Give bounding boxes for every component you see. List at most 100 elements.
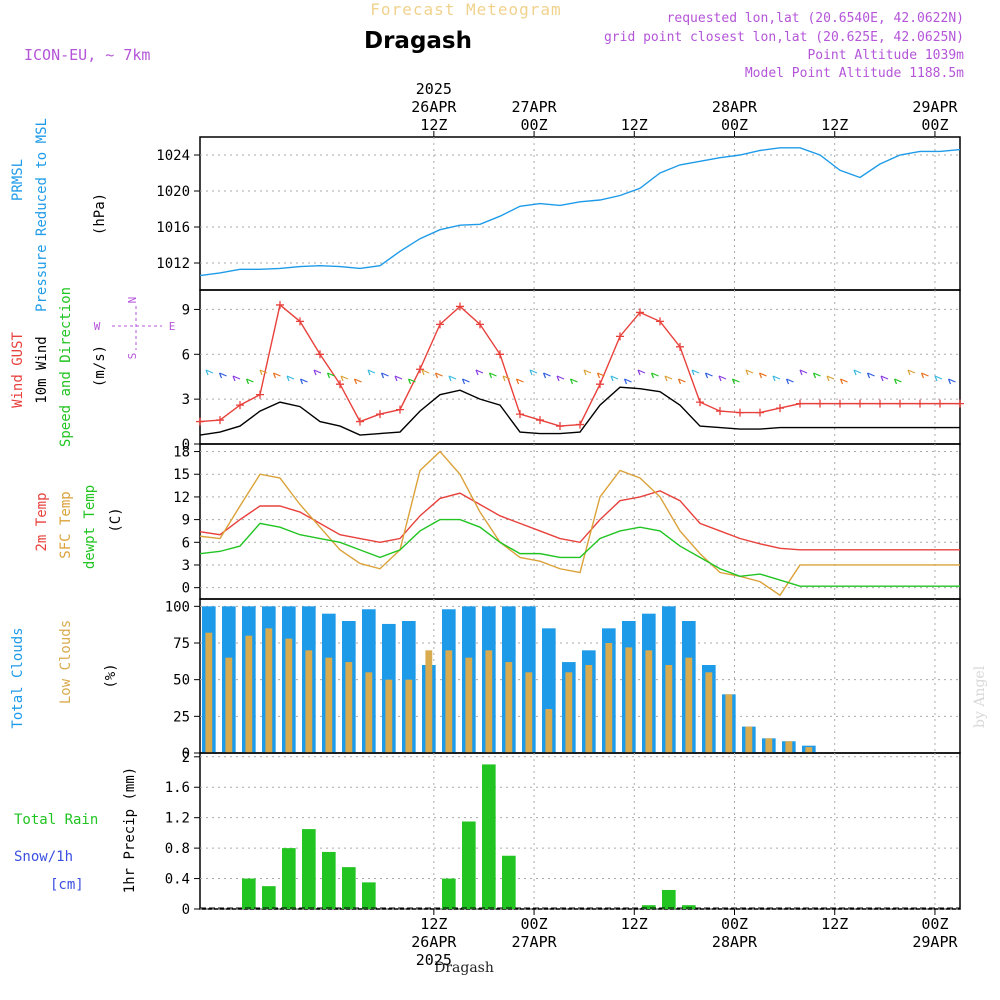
series-line-temperature-1 bbox=[199, 450, 960, 597]
ytick-label-pressure-3: 1024 bbox=[156, 148, 190, 164]
gust-point-22 bbox=[636, 308, 644, 317]
ytick-label-precip-3: 1.2 bbox=[165, 811, 190, 827]
wind-arrow-3 bbox=[245, 378, 254, 385]
credit-watermark: by Angel bbox=[972, 665, 988, 728]
ytick-label-pressure-0: 1012 bbox=[156, 256, 190, 272]
ytick-label-clouds-4: 100 bbox=[165, 599, 190, 615]
low-cloud-bar-1 bbox=[225, 657, 233, 753]
gust-point-10 bbox=[396, 405, 404, 414]
panel-frame-temperature bbox=[199, 443, 961, 600]
wind-arrow-36 bbox=[691, 369, 700, 376]
rain-bar-2 bbox=[242, 878, 256, 909]
gust-point-16 bbox=[516, 410, 524, 419]
low-cloud-bar-21 bbox=[625, 647, 633, 753]
bottom-time-label-5-1: 29APR bbox=[912, 933, 958, 951]
low-cloud-bar-11 bbox=[425, 650, 433, 753]
gust-point-27 bbox=[736, 408, 744, 417]
gust-point-3 bbox=[256, 390, 264, 399]
low-cloud-bar-27 bbox=[745, 726, 753, 753]
low-cloud-bar-3 bbox=[265, 628, 273, 753]
wind-arrow-17 bbox=[434, 372, 443, 379]
top-time-label-2-2: 12Z bbox=[621, 116, 648, 134]
wind-arrow-12 bbox=[367, 369, 376, 376]
gust-point-20 bbox=[596, 380, 604, 389]
low-cloud-bar-15 bbox=[505, 662, 513, 753]
top-time-label-3-1: 28APR bbox=[712, 98, 758, 116]
gust-point-1 bbox=[216, 416, 224, 425]
rain-bar-4 bbox=[282, 848, 296, 909]
low-cloud-bar-6 bbox=[325, 657, 333, 753]
ytick-label-pressure-1: 1016 bbox=[156, 220, 190, 236]
gust-point-28 bbox=[756, 408, 764, 417]
wind-arrow-25 bbox=[542, 372, 551, 379]
bottom-time-label-2-0: 12Z bbox=[621, 915, 648, 933]
wind-arrow-49 bbox=[866, 372, 875, 379]
wind-arrow-47 bbox=[839, 378, 848, 385]
wind-arrow-16 bbox=[421, 369, 430, 376]
ytick-label-wind-0: 0 bbox=[182, 437, 190, 453]
temp-label-unit: (C) bbox=[108, 507, 124, 532]
low-cloud-bar-17 bbox=[545, 709, 553, 753]
series-line-temperature-2 bbox=[199, 518, 960, 587]
gust-point-0 bbox=[196, 417, 204, 426]
top-time-label-5-1: 29APR bbox=[912, 98, 958, 116]
bottom-time-label-4-0: 12Z bbox=[821, 915, 848, 933]
model-name: ICON-EU, ~ 7km bbox=[24, 46, 150, 64]
low-cloud-bar-4 bbox=[285, 638, 293, 753]
rain-bar-15 bbox=[502, 855, 516, 909]
wind-arrow-39 bbox=[731, 378, 740, 385]
gust-point-17 bbox=[536, 416, 544, 425]
wind-arrow-18 bbox=[448, 375, 457, 382]
wind-arrow-51 bbox=[893, 378, 902, 385]
precip-label-unit: 1hr Precip (mm) bbox=[122, 767, 138, 893]
ytick-label-temperature-3: 9 bbox=[182, 513, 190, 529]
low-cloud-bar-12 bbox=[445, 650, 453, 753]
top-time-label-4-2: 12Z bbox=[821, 116, 848, 134]
low-cloud-bar-16 bbox=[525, 672, 533, 753]
wind-arrow-55 bbox=[947, 378, 956, 385]
low-cloud-bar-29 bbox=[785, 741, 793, 753]
wind-arrow-38 bbox=[718, 375, 727, 382]
low-cloud-bar-9 bbox=[385, 679, 393, 753]
rain-bar-3 bbox=[262, 886, 276, 909]
wind-arrow-2 bbox=[232, 375, 241, 382]
rain-bar-5 bbox=[302, 829, 316, 909]
wind-arrow-52 bbox=[907, 369, 916, 376]
location-title: Dragash bbox=[364, 28, 472, 54]
series-line-wind-1 bbox=[199, 386, 960, 436]
wind-arrow-4 bbox=[259, 369, 268, 376]
gust-point-2 bbox=[236, 401, 244, 410]
wind-arrow-46 bbox=[826, 375, 835, 382]
low-cloud-bar-18 bbox=[565, 672, 573, 753]
compass-south: S bbox=[126, 353, 139, 360]
gust-point-11 bbox=[416, 365, 424, 374]
gust-point-21 bbox=[616, 332, 624, 341]
gust-point-7 bbox=[336, 380, 344, 389]
point-altitude: Point Altitude 1039m bbox=[807, 48, 964, 63]
gust-point-36 bbox=[916, 399, 924, 408]
gust-point-30 bbox=[796, 399, 804, 408]
gust-point-24 bbox=[676, 342, 684, 351]
ytick-label-temperature-1: 3 bbox=[182, 558, 190, 574]
wind-arrow-53 bbox=[920, 372, 929, 379]
ytick-label-temperature-0: 0 bbox=[182, 581, 190, 597]
ytick-label-clouds-1: 25 bbox=[173, 709, 190, 725]
series-line-temperature-0 bbox=[199, 490, 960, 551]
pressure-label-unit: (hPa) bbox=[92, 193, 108, 235]
wind-arrow-32 bbox=[637, 369, 646, 376]
bottom-time-label-0-0: 12Z bbox=[420, 915, 447, 933]
panel-frame-pressure bbox=[199, 136, 961, 291]
precip-label-snow: Snow/1h bbox=[14, 849, 73, 865]
ytick-label-temperature-5: 15 bbox=[173, 467, 190, 483]
wind-arrow-7 bbox=[299, 378, 308, 385]
ytick-label-temperature-2: 6 bbox=[182, 535, 190, 551]
cloud-label-total: Total Clouds bbox=[10, 627, 26, 728]
series-line-wind-0 bbox=[199, 303, 960, 427]
bottom-time-label-0-1: 26APR bbox=[411, 933, 457, 951]
wind-arrow-23 bbox=[515, 378, 524, 385]
top-time-label-0-2: 12Z bbox=[420, 116, 447, 134]
top-time-label-5-2: 00Z bbox=[921, 116, 948, 134]
low-cloud-bar-25 bbox=[705, 672, 713, 753]
